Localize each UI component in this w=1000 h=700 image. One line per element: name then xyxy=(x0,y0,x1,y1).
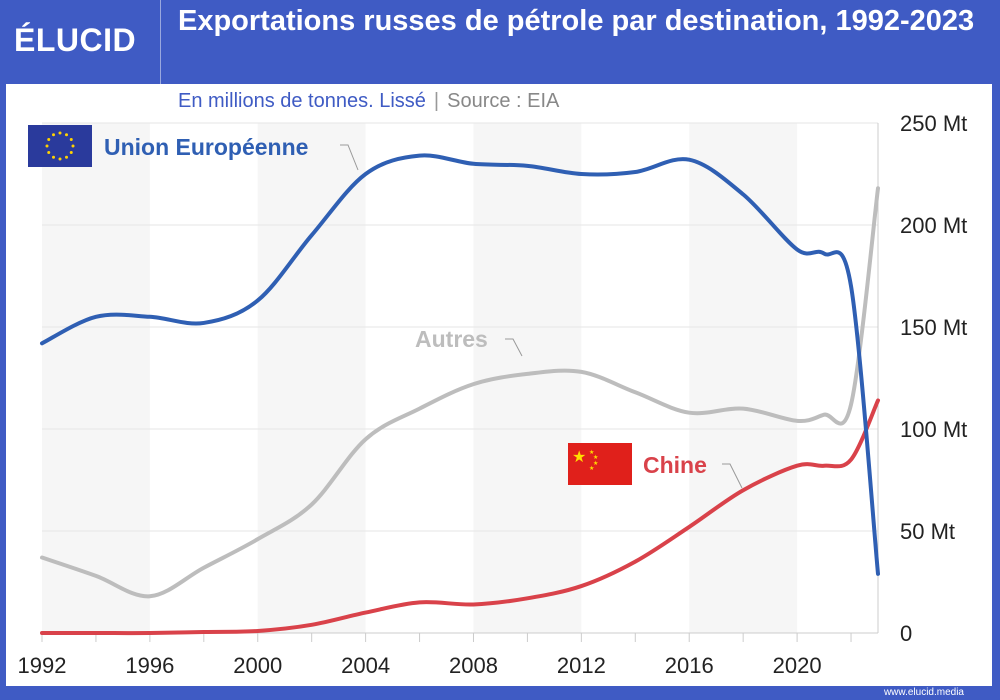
y-tick-label: 250 Mt xyxy=(900,111,967,136)
series-line-autres xyxy=(40,186,880,599)
y-tick-label: 150 Mt xyxy=(900,315,967,340)
x-tick-label: 1996 xyxy=(125,653,174,678)
y-tick-label: 50 Mt xyxy=(900,519,955,544)
eu-flag-star xyxy=(58,131,62,135)
series-line-chine xyxy=(40,398,880,636)
eu-flag-star xyxy=(71,144,75,148)
background-band xyxy=(42,123,150,633)
eu-flag-star xyxy=(47,138,51,141)
eu-flag-star xyxy=(47,151,51,154)
source-text: Source : EIA xyxy=(447,90,560,112)
eu-flag-star xyxy=(65,155,68,159)
eu-flag-star xyxy=(65,133,68,137)
eu-flag-star xyxy=(45,144,49,148)
china-flag-small-star: ★ xyxy=(589,449,594,456)
china-flag-small-star: ★ xyxy=(589,465,594,472)
x-tick-label: 2012 xyxy=(557,653,606,678)
footer-url[interactable]: www.elucid.media xyxy=(883,687,964,698)
y-tick-label: 0 xyxy=(900,621,912,646)
background-band xyxy=(257,123,366,633)
label-leader-line xyxy=(722,463,743,489)
series-line-union-européenne xyxy=(40,153,880,576)
series-label: Chine xyxy=(643,452,707,478)
chart-subtitle: En millions de tonnes. Lissé | Source : EI… xyxy=(178,90,559,113)
eu-flag-star xyxy=(52,133,55,137)
china-flag-small-star: ★ xyxy=(593,454,598,461)
header-divider xyxy=(160,0,161,84)
eu-flag-star xyxy=(58,157,62,161)
x-tick-label: 2008 xyxy=(449,653,498,678)
x-tick-label: 2016 xyxy=(665,653,714,678)
y-tick-label: 100 Mt xyxy=(900,417,967,442)
series-label: Autres xyxy=(415,326,488,352)
label-leader-line xyxy=(340,144,359,171)
series-label: Union Européenne xyxy=(104,134,308,160)
eu-flag-star xyxy=(69,151,73,154)
subtitle-text: En millions de tonnes. Lissé xyxy=(178,90,426,112)
y-tick-label: 200 Mt xyxy=(900,213,967,238)
label-leader-line xyxy=(505,338,523,357)
china-flag-big-star: ★ xyxy=(572,449,586,466)
eu-flag-icon xyxy=(28,125,92,167)
chart-title: Exportations russes de pétrole par desti… xyxy=(178,5,975,37)
x-tick-label: 1992 xyxy=(18,653,67,678)
eu-flag-star xyxy=(52,155,55,159)
background-band xyxy=(689,123,798,633)
x-tick-label: 2000 xyxy=(233,653,282,678)
eu-flag-star xyxy=(69,138,73,141)
subtitle-separator: | xyxy=(433,90,440,112)
elucid-logo: ÉLUCID xyxy=(14,22,137,58)
x-tick-label: 2020 xyxy=(773,653,822,678)
china-flag-icon xyxy=(568,443,632,485)
china-flag-small-star: ★ xyxy=(593,460,598,467)
x-tick-label: 2004 xyxy=(341,653,390,678)
